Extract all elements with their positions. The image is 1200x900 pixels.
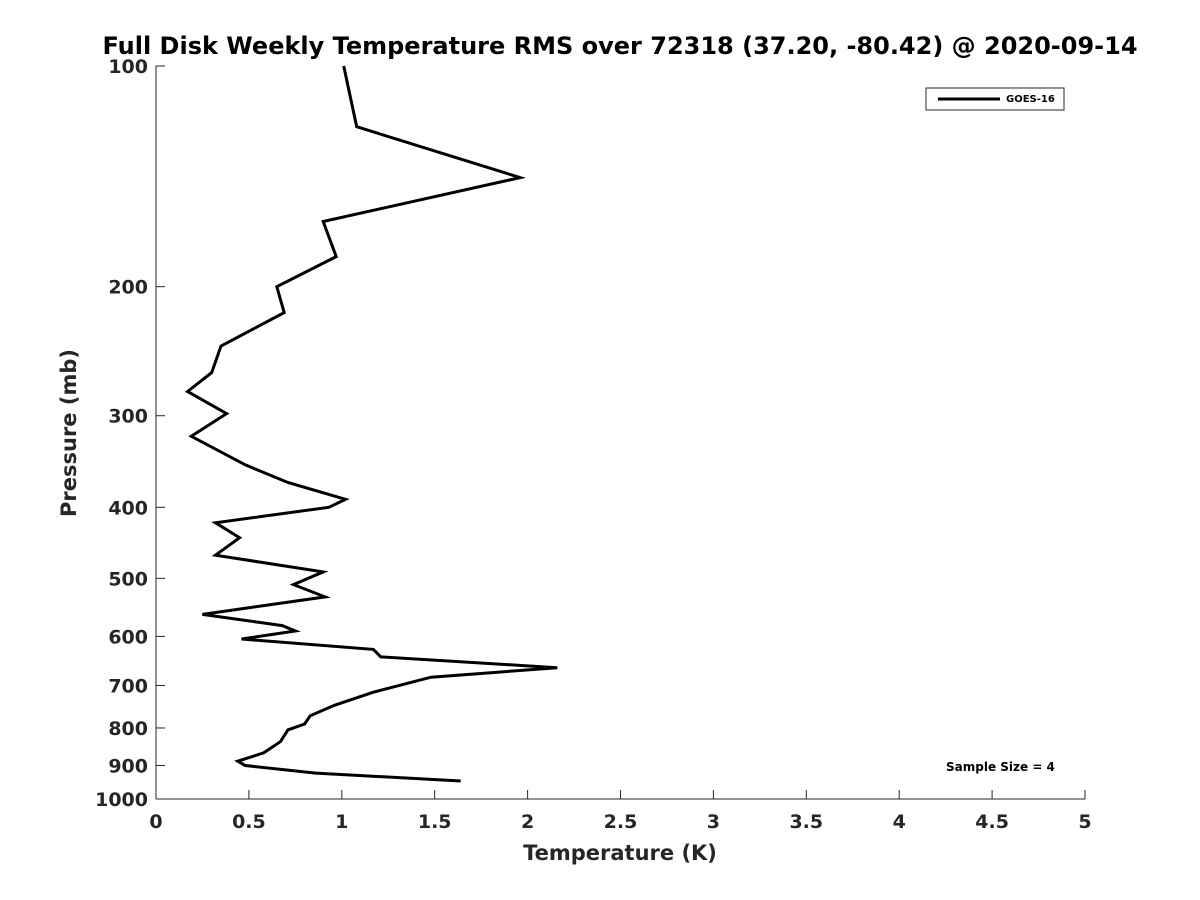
- y-tick-label: 500: [108, 568, 148, 590]
- x-tick-label: 1.5: [418, 811, 452, 833]
- y-tick-label: 400: [108, 497, 148, 519]
- y-tick-label: 100: [108, 56, 148, 78]
- legend-label-goes-16: GOES-16: [1006, 94, 1055, 105]
- x-tick-label: 0.5: [232, 811, 266, 833]
- y-axis-label: Pressure (mb): [57, 349, 81, 517]
- y-tick-label: 300: [108, 406, 148, 428]
- x-axis-label: Temperature (K): [523, 841, 717, 865]
- y-tick-label: 200: [108, 277, 148, 299]
- x-tick-label: 3: [707, 811, 720, 833]
- legend: GOES-16: [926, 88, 1064, 110]
- x-tick-label: 3.5: [789, 811, 823, 833]
- x-tick-label: 2.5: [604, 811, 638, 833]
- x-tick-label: 0: [149, 811, 162, 833]
- chart-figure: Full Disk Weekly Temperature RMS over 72…: [0, 0, 1200, 900]
- y-tick-label: 700: [108, 675, 148, 697]
- x-tick-label: 4: [893, 811, 906, 833]
- y-tick-label: 800: [108, 718, 148, 740]
- x-tick-label: 5: [1078, 811, 1091, 833]
- chart-title: Full Disk Weekly Temperature RMS over 72…: [102, 32, 1137, 60]
- y-tick-label: 900: [108, 755, 148, 777]
- y-tick-label: 1000: [95, 789, 148, 811]
- sample-size-annotation: Sample Size = 4: [946, 760, 1055, 774]
- x-tick-label: 2: [521, 811, 534, 833]
- x-tick-label: 1: [335, 811, 348, 833]
- x-tick-label: 4.5: [975, 811, 1009, 833]
- y-tick-label: 600: [108, 626, 148, 648]
